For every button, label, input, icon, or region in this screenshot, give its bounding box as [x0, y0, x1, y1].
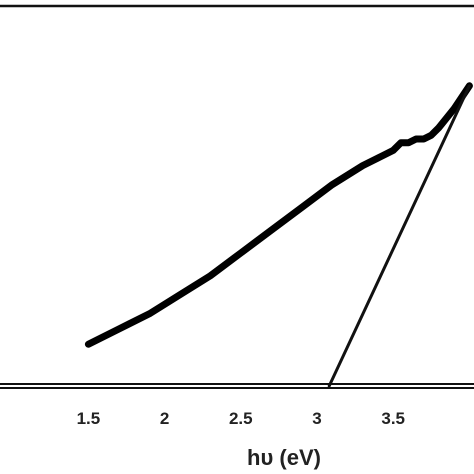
- absorption-curve: [84, 82, 473, 348]
- tangent-line: [327, 84, 471, 388]
- x-tick-labels: 1.5 2 2.5 3 3.5: [77, 409, 405, 428]
- x-axis-label: hυ (eV): [247, 445, 321, 470]
- x-tick-label: 3: [312, 409, 321, 428]
- x-tick-label: 2.5: [229, 409, 253, 428]
- plot-area: [84, 82, 473, 388]
- x-tick-label: 2: [160, 409, 169, 428]
- x-tick-label: 1.5: [77, 409, 101, 428]
- x-tick-label: 3.5: [381, 409, 405, 428]
